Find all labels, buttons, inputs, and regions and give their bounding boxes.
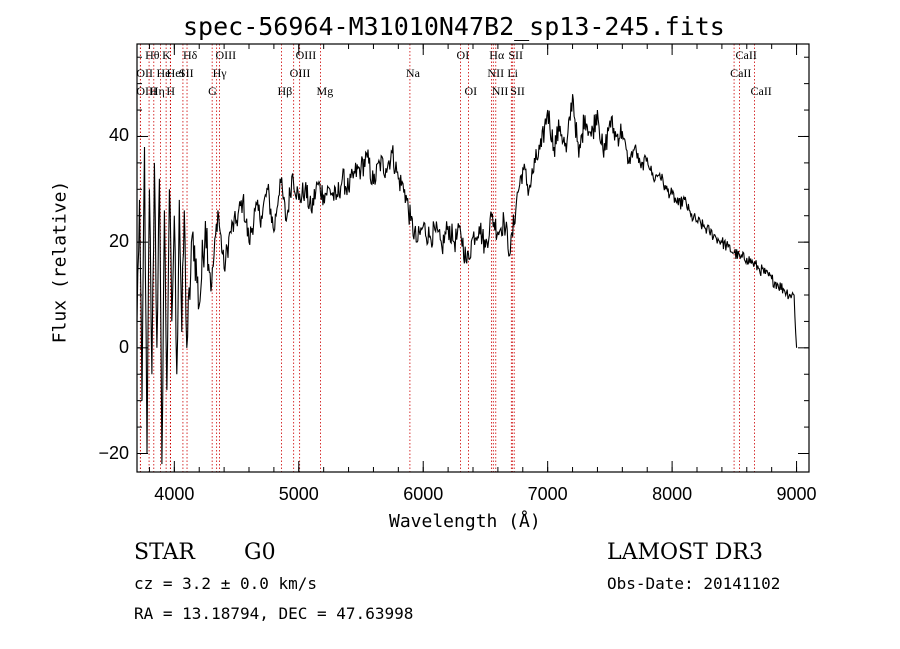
- line-label-25: SII: [510, 84, 525, 98]
- line-label-10: OIII: [215, 48, 237, 62]
- line-label-17: Na: [405, 66, 420, 80]
- ra-dec-coords: RA = 13.18794, DEC = 47.63998: [134, 604, 414, 623]
- line-label-7: H: [166, 84, 176, 98]
- line-label-13: Hβ: [277, 84, 293, 98]
- y-tick-label: 40: [108, 125, 129, 146]
- spectrum-series-line: [136, 94, 798, 465]
- line-label-19: OI: [464, 84, 478, 98]
- line-label-8: Hδ: [183, 48, 198, 62]
- line-label-2: OIII: [136, 84, 158, 98]
- line-label-27: CaII: [730, 66, 752, 80]
- x-tick-label: 9000: [776, 484, 817, 504]
- line-label-3: He: [156, 66, 171, 80]
- line-label-0: Hθ: [145, 48, 160, 62]
- line-label-9: SII: [178, 66, 194, 80]
- line-label-26: CaII: [735, 48, 757, 62]
- line-label-18: OI: [456, 48, 470, 62]
- line-label-28: CaII: [750, 84, 772, 98]
- object-class: STAR: [134, 540, 195, 565]
- spectral-line-markers: [139, 44, 755, 472]
- line-label-16: Mg: [316, 84, 334, 98]
- line-label-15: OIII: [295, 48, 317, 62]
- survey-name: LAMOST DR3: [607, 540, 763, 565]
- line-label-23: SII: [508, 48, 523, 62]
- x-tick-label: 8000: [652, 484, 693, 504]
- x-tick-label: 7000: [527, 484, 568, 504]
- axis-ticks: [137, 44, 809, 472]
- line-label-1: OII: [136, 66, 154, 80]
- line-label-4: Hη: [149, 84, 165, 98]
- x-tick-label: 4000: [154, 484, 195, 504]
- y-tick-label: 20: [108, 231, 129, 252]
- redshift-cz: cz = 3.2 ± 0.0 km/s: [134, 574, 318, 593]
- plot-frame: [136, 43, 810, 473]
- x-tick-label: 6000: [403, 484, 444, 504]
- line-label-11: Hγ: [212, 66, 227, 80]
- line-label-24: Li: [507, 66, 518, 80]
- chart-title: spec-56964-M31010N47B2_sp13-245.fits: [183, 12, 725, 41]
- line-label-12: G: [208, 84, 217, 98]
- y-axis-label: Flux (relative): [49, 180, 71, 344]
- y-tick-label: −20: [98, 442, 129, 463]
- y-tick-label: 0: [118, 336, 129, 357]
- line-label-6: HeI: [166, 66, 185, 80]
- x-axis-label: Wavelength (Å): [389, 511, 541, 532]
- obs-date: Obs-Date: 20141102: [607, 574, 781, 593]
- line-label-5: K: [162, 48, 171, 62]
- line-label-22: NII: [491, 84, 509, 98]
- object-subclass: G0: [244, 540, 276, 565]
- x-tick-label: 5000: [278, 484, 319, 504]
- line-label-14: OIII: [289, 66, 311, 80]
- line-label-21: NII: [487, 66, 505, 80]
- line-label-20: Hα: [489, 48, 505, 62]
